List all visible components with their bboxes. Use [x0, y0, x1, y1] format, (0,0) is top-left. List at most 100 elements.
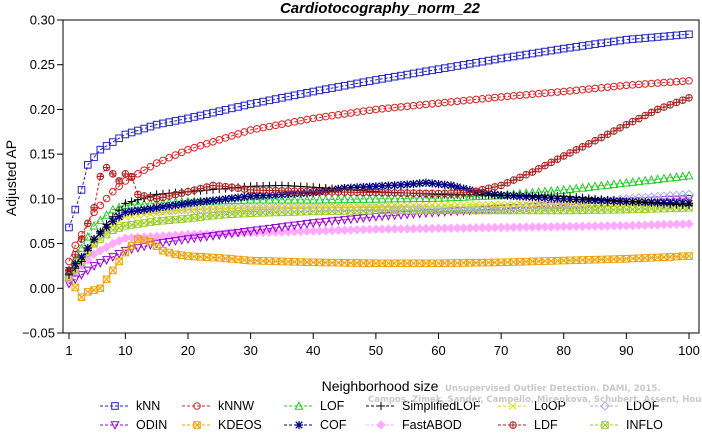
legend-marker [110, 421, 120, 430]
data-point [240, 204, 249, 212]
data-point [133, 206, 142, 215]
legend-item-LDOF: LDOF [590, 399, 660, 413]
data-point [65, 223, 73, 232]
data-point [277, 223, 287, 233]
data-point [408, 193, 418, 203]
data-point [528, 200, 537, 208]
data-point [240, 256, 249, 264]
legend-item-COF: COF [284, 418, 347, 432]
data-point [409, 201, 418, 210]
y-tick-label: 0.20 [30, 102, 55, 117]
data-point [390, 259, 399, 268]
data-point [522, 170, 530, 179]
series-kNNW [65, 77, 693, 266]
data-point [302, 220, 312, 229]
data-point [371, 182, 380, 191]
data-point [283, 194, 293, 204]
data-point [409, 189, 418, 197]
data-point [666, 101, 675, 109]
data-point [196, 213, 205, 221]
data-point [302, 194, 312, 204]
x-tick-label: 60 [431, 343, 445, 358]
data-point [491, 183, 499, 191]
legend-label: kNN [136, 399, 160, 413]
series-FastABOD [64, 219, 694, 285]
data-point [333, 194, 343, 204]
data-point [297, 203, 305, 211]
data-point [340, 188, 349, 196]
data-point [253, 186, 261, 194]
data-point [622, 120, 631, 129]
data-point [165, 216, 174, 224]
data-point [108, 212, 117, 221]
data-point [328, 188, 336, 196]
data-point [459, 191, 469, 201]
data-point [102, 275, 111, 284]
data-point [146, 204, 155, 213]
data-point [572, 193, 581, 202]
data-point [389, 203, 400, 213]
data-point [184, 205, 192, 214]
data-point [202, 197, 211, 206]
data-point [428, 179, 437, 188]
data-point [83, 161, 92, 169]
legend-item-kNNW: kNNW [182, 399, 254, 413]
data-point [127, 173, 136, 182]
data-point [278, 187, 286, 195]
data-point [190, 186, 199, 194]
data-point [183, 235, 193, 245]
data-point [415, 189, 424, 197]
data-point [159, 193, 167, 202]
data-point [422, 201, 430, 209]
y-tick-label: 0.15 [30, 147, 55, 162]
data-point [484, 200, 493, 209]
data-point [146, 162, 155, 171]
legend-label: FastABOD [402, 418, 462, 432]
data-point [615, 178, 625, 188]
data-point [227, 229, 237, 239]
data-point [478, 186, 487, 194]
data-point [265, 191, 274, 200]
legend-marker [509, 402, 517, 410]
data-point [635, 254, 643, 263]
data-point [165, 201, 174, 211]
data-point [203, 205, 211, 213]
data-point [289, 221, 299, 231]
data-point [459, 201, 468, 209]
data-point [158, 202, 168, 212]
data-point [665, 195, 675, 205]
data-point [96, 201, 105, 210]
data-point [671, 172, 681, 181]
data-point [271, 194, 281, 204]
data-point [152, 203, 161, 212]
data-point [421, 178, 431, 187]
data-point [102, 256, 112, 265]
legend-label: LDF [534, 418, 558, 432]
data-point [584, 140, 593, 148]
data-point [441, 201, 449, 209]
data-point [140, 124, 148, 133]
data-point [240, 128, 249, 136]
data-point [246, 227, 256, 237]
data-point [214, 231, 224, 241]
data-point [246, 186, 255, 194]
legend-marker [509, 421, 517, 429]
data-point [328, 202, 336, 211]
data-point [115, 257, 123, 266]
data-point [202, 212, 211, 221]
data-point [609, 179, 619, 188]
data-point [353, 188, 361, 197]
data-point [228, 183, 236, 191]
data-point [134, 220, 142, 228]
data-point [183, 199, 193, 208]
data-point [477, 191, 487, 200]
data-point [621, 177, 631, 187]
data-point [296, 187, 305, 196]
data-point [115, 205, 124, 215]
data-point [402, 203, 412, 214]
data-point [409, 259, 418, 268]
data-point [108, 217, 117, 226]
data-point [295, 202, 306, 213]
data-point [609, 196, 618, 205]
data-point [171, 190, 180, 199]
